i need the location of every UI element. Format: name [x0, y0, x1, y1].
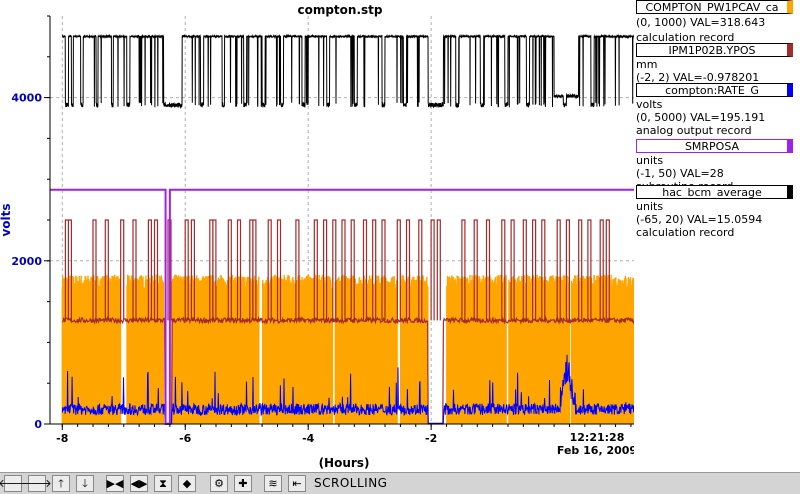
pv-range: (-1, 50) VAL=28	[636, 167, 724, 180]
pv-entry-ipm1p02b[interactable]: IPM1P02B.YPOS mm (-2, 2) VAL=-0.978201	[636, 43, 800, 84]
zoom-out-x-button[interactable]: ◀▶	[130, 475, 148, 492]
pv-entry-compton-pw1pcav[interactable]: COMPTON_PW1PCAV_ca (0, 1000) VAL=318.643…	[636, 0, 800, 49]
zoom-in-y-button[interactable]: ⧗	[154, 475, 172, 492]
pv-record-type: calculation record	[636, 226, 735, 239]
strip-chart[interactable]: compton.stp -8 -6 -4 -2 0 2000 4000 volts (Hou…	[0, 0, 634, 472]
config-button[interactable]: ⚙	[210, 475, 228, 492]
pv-units: mm	[636, 58, 658, 71]
pv-units: volts	[636, 98, 663, 111]
pv-units: units	[636, 154, 664, 167]
pv-record-type: calculation record	[636, 31, 735, 44]
x-tick-label: -8	[56, 432, 68, 445]
pv-range: (-65, 20) VAL=15.0594	[636, 213, 763, 226]
mode-label: SCROLLING	[314, 476, 388, 490]
y-tick-label: 2000	[11, 255, 42, 268]
pv-name-label[interactable]: hac_bcm_average	[636, 185, 793, 199]
pv-record-type: analog output record	[636, 124, 752, 137]
y-tick-label: 4000	[11, 92, 42, 105]
x-tick-label: -6	[179, 432, 192, 445]
chart-title: compton.stp	[297, 3, 382, 17]
scroll-left-button[interactable]: 🡐	[0, 475, 28, 492]
series-compton-pw1pcav	[61, 274, 634, 424]
pv-range: (-2, 2) VAL=-0.978201	[636, 71, 760, 84]
series-hac-bcm	[62, 33, 634, 110]
pv-name-label[interactable]: COMPTON_PW1PCAV_ca	[636, 0, 793, 14]
pv-name-label[interactable]: SMRPOSA	[636, 139, 793, 153]
pv-legend-panel: COMPTON_PW1PCAV_ca (0, 1000) VAL=318.643…	[636, 0, 800, 248]
timestamp-time: 12:21:28	[570, 431, 625, 444]
autoscale-button[interactable]: ≋	[264, 475, 282, 492]
scroll-down-button[interactable]: 🡓	[76, 475, 94, 492]
y-tick-label: 0	[34, 418, 42, 431]
x-tick-label: -4	[302, 432, 315, 445]
timestamp-date: Feb 16, 2009	[557, 444, 634, 457]
exit-button[interactable]: ⇤	[288, 475, 306, 492]
pv-units: units	[636, 200, 664, 213]
pv-range: (0, 1000) VAL=318.643	[636, 16, 766, 29]
pv-entry-rate-g[interactable]: compton:RATE_G volts (0, 5000) VAL=195.1…	[636, 83, 800, 143]
x-axis-label: (Hours)	[319, 456, 370, 470]
scroll-right-button[interactable]: 🡒	[22, 475, 52, 492]
series-rate-g	[61, 354, 634, 424]
pv-name-label[interactable]: IPM1P02B.YPOS	[636, 43, 793, 57]
pv-entry-hac-bcm[interactable]: hac_bcm_average units (-65, 20) VAL=15.0…	[636, 185, 800, 239]
zoom-in-x-button[interactable]: ▶◀	[106, 475, 124, 492]
y-axis-label: volts	[0, 203, 13, 236]
series-ipm1p02b	[62, 219, 634, 425]
scroll-up-button[interactable]: 🡑	[52, 475, 70, 492]
pv-range: (0, 5000) VAL=195.191	[636, 111, 766, 124]
x-tick-label: -2	[425, 432, 437, 445]
toolbar: 🡐 🡒 🡑 🡓 ▶◀ ◀▶ ⧗ ◆ ⚙ ✚ ≋ ⇤ SCROLLING	[0, 472, 800, 494]
zoom-out-y-button[interactable]: ◆	[178, 475, 196, 492]
pv-name-label[interactable]: compton:RATE_G	[636, 83, 793, 97]
add-button[interactable]: ✚	[234, 475, 252, 492]
